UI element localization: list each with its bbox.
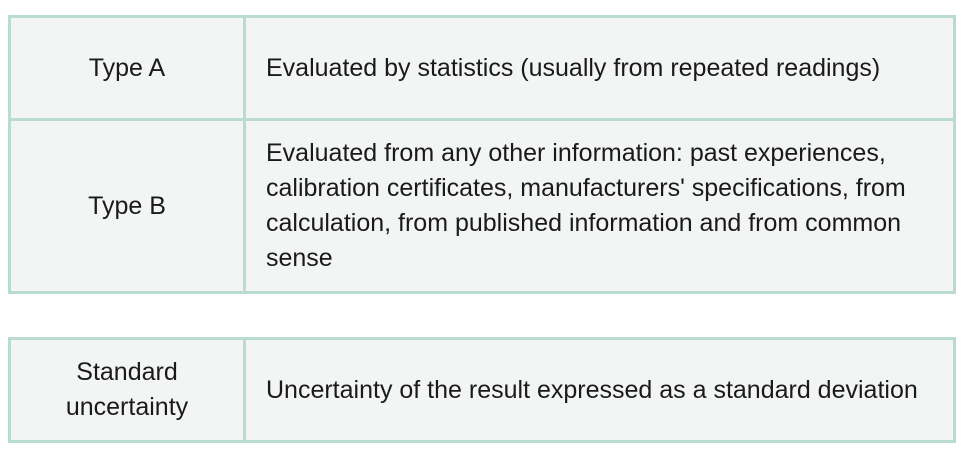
type-b-description: Evaluated from any other information: pa… — [243, 118, 956, 294]
type-a-description: Evaluated by statistics (usually from re… — [243, 15, 956, 121]
table-row: Standard uncertainty Uncertainty of the … — [8, 337, 956, 443]
table-row: Type B Evaluated from any other informat… — [8, 118, 956, 294]
type-a-term: Type A — [8, 15, 246, 121]
standard-uncertainty-term-line1: Standard — [76, 358, 178, 386]
standard-uncertainty-description: Uncertainty of the result expressed as a… — [243, 337, 956, 443]
uncertainty-types-table: Type A Evaluated by statistics (usually … — [8, 15, 956, 294]
type-b-term: Type B — [8, 118, 246, 294]
table-row: Type A Evaluated by statistics (usually … — [8, 15, 956, 121]
standard-uncertainty-term-line2: uncertainty — [65, 393, 189, 421]
standard-uncertainty-table: Standard uncertainty Uncertainty of the … — [8, 337, 956, 443]
standard-uncertainty-term: Standard uncertainty — [8, 337, 246, 443]
